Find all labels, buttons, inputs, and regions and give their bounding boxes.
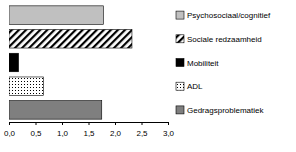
tick-label: 1,5 — [83, 129, 95, 138]
tick-mark — [142, 122, 143, 125]
tick-label: 1,0 — [57, 129, 69, 138]
tick: 1,0 — [57, 122, 69, 138]
legend-label: Gedragsproblematiek — [187, 106, 264, 115]
legend-swatch — [176, 11, 184, 19]
tick-label: 0,5 — [30, 129, 42, 138]
tick: 3,0 — [163, 122, 175, 138]
bar — [9, 53, 19, 71]
tick: 2,5 — [136, 122, 148, 138]
tick-mark — [62, 122, 63, 125]
tick-label: 3,0 — [163, 129, 175, 138]
tick-mark — [9, 122, 10, 125]
tick: 2,0 — [110, 122, 122, 138]
tick: 0,5 — [30, 122, 42, 138]
bar — [9, 77, 43, 95]
bar — [9, 101, 102, 119]
legend: Psychosociaal/cognitief Sociale redzaamhe… — [176, 11, 271, 115]
legend-label: Mobiliteit — [187, 59, 219, 68]
tick-label: 0,0 — [4, 129, 16, 138]
legend-swatch — [176, 106, 184, 114]
bars — [9, 6, 132, 119]
tick: 0,0 — [4, 122, 16, 138]
legend-label: ADL — [187, 82, 203, 91]
legend-label: Psychosociaal/cognitief — [187, 11, 271, 20]
legend-label: Sociale redzaamheid — [187, 35, 262, 44]
legend-swatch — [176, 82, 184, 90]
x-axis: 0,0 0,5 1,0 1,5 2,0 2,5 3,0 — [4, 122, 175, 138]
bar — [9, 6, 103, 24]
tick-label: 2,5 — [136, 129, 148, 138]
chart: 0,0 0,5 1,0 1,5 2,0 2,5 3,0 Psychosociaal/cogni… — [0, 0, 296, 152]
tick-mark — [36, 122, 37, 125]
tick-mark — [115, 122, 116, 125]
tick-mark — [168, 122, 169, 125]
legend-swatch — [176, 35, 184, 43]
legend-swatch — [176, 59, 184, 67]
tick: 1,5 — [83, 122, 95, 138]
tick-label: 2,0 — [110, 129, 122, 138]
bar — [9, 30, 132, 48]
plot: 0,0 0,5 1,0 1,5 2,0 2,5 3,0 — [4, 6, 175, 138]
tick-mark — [89, 122, 90, 125]
